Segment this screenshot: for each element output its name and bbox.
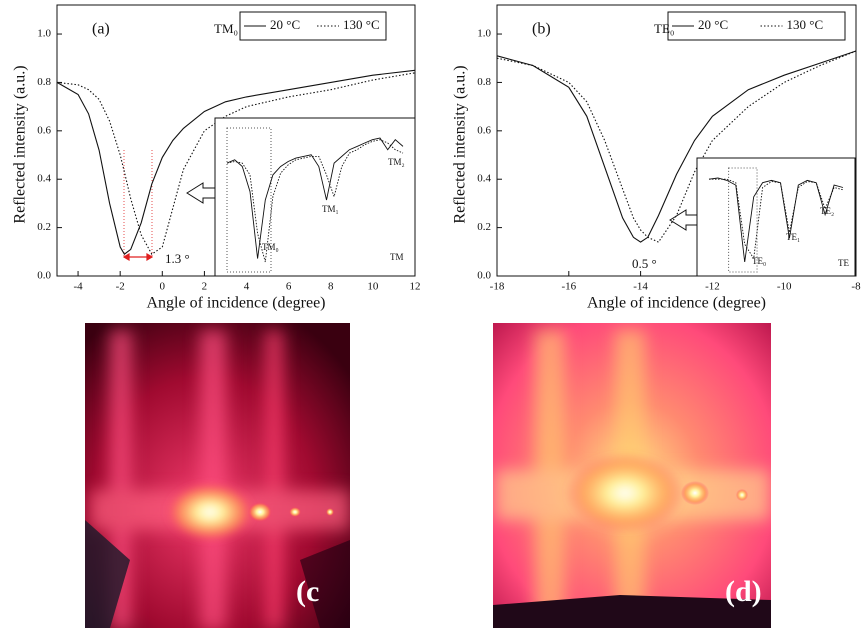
panel-title: (a) — [92, 21, 110, 38]
mode-label: TM₀ — [214, 21, 238, 36]
mode-label: TE₀ — [654, 21, 674, 36]
x-tick-label: -10 — [777, 281, 792, 293]
figure: (c (d) -4 -2 0 2 4 6 8 10 12 0.0 0.2 0.4 0.6 0.8 1.0 An… — [0, 0, 863, 628]
inset-label: TM₀ — [262, 242, 279, 252]
x-tick-label: -18 — [490, 281, 505, 293]
photo-label: (d) — [725, 575, 762, 608]
x-tick-label: 4 — [244, 281, 250, 293]
photo-label: (c — [296, 575, 319, 608]
x-tick-label: 0 — [160, 281, 166, 293]
legend-label: 130 °C — [343, 17, 380, 32]
annotation: 1.3 ° — [165, 251, 190, 266]
y-tick-label: 1.0 — [477, 28, 491, 40]
x-tick-label: 2 — [202, 281, 208, 293]
y-tick-label: 0.6 — [477, 124, 491, 136]
x-tick-label: 8 — [328, 281, 334, 293]
width-arrow — [124, 150, 152, 260]
legend-label: 130 °C — [787, 17, 824, 32]
panel-title: (b) — [532, 21, 551, 38]
y-tick-label: 0.2 — [37, 221, 51, 233]
x-tick-label: -8 — [851, 281, 861, 293]
y-tick-label: 0.4 — [477, 173, 491, 185]
y-tick-label: 0.6 — [37, 124, 51, 136]
x-axis-label: Angle of incidence (degree) — [587, 295, 766, 312]
inset-label: TE₀ — [752, 256, 766, 266]
y-tick-label: 0.0 — [477, 270, 491, 282]
x-tick-label: 6 — [286, 281, 292, 293]
inset-frame — [697, 158, 855, 276]
x-tick-label: 10 — [367, 281, 379, 293]
inset-label: TM — [390, 252, 404, 262]
inset-label: TE₂ — [820, 206, 834, 216]
legend-label: 20 °C — [698, 17, 728, 32]
y-tick-label: 0.4 — [37, 173, 51, 185]
inset-label: TE₁ — [786, 232, 800, 242]
x-tick-label: -16 — [561, 281, 576, 293]
legend-label: 20 °C — [270, 17, 300, 32]
page: {"chart_data": [ {"type": "line", "title… — [0, 0, 863, 628]
annotation: 0.5 ° — [632, 256, 657, 271]
y-tick-label: 0.8 — [37, 76, 51, 88]
inset-label: TE — [838, 258, 849, 268]
inset-label: TM₂ — [388, 157, 405, 167]
x-axis-label: Angle of incidence (degree) — [146, 295, 325, 312]
y-axis-label: Reflected intensity (a.u.) — [12, 65, 29, 223]
inset-label: TM₁ — [322, 204, 339, 214]
x-tick-label: -12 — [705, 281, 720, 293]
y-tick-label: 0.2 — [477, 221, 491, 233]
y-tick-label: 0.0 — [37, 270, 51, 282]
x-tick-label: -14 — [633, 281, 648, 293]
x-tick-label: -4 — [73, 281, 83, 293]
x-tick-label: -2 — [116, 281, 125, 293]
y-tick-label: 0.8 — [477, 76, 491, 88]
x-tick-label: 12 — [410, 281, 421, 293]
y-tick-label: 1.0 — [37, 28, 51, 40]
y-axis-label: Reflected intensity (a.u.) — [452, 65, 469, 223]
